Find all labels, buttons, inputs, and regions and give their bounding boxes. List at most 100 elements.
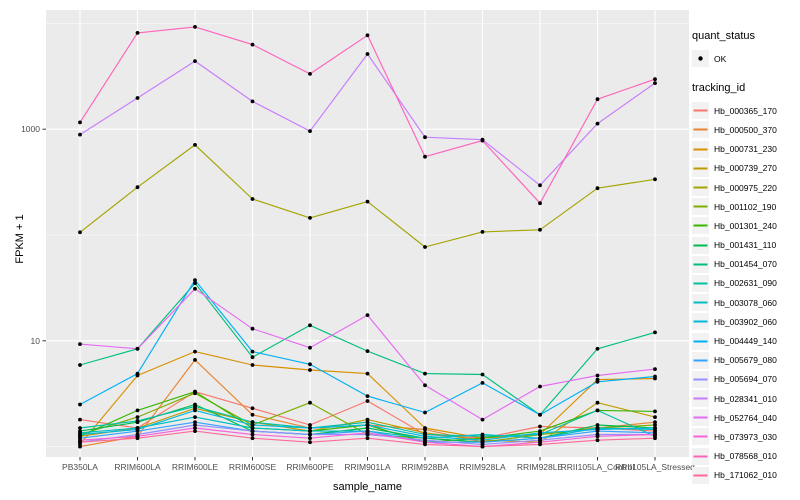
y-tick-label: 1000 <box>21 124 40 134</box>
data-point <box>78 363 82 367</box>
data-point <box>78 417 82 422</box>
data-point <box>538 424 542 429</box>
data-point <box>193 423 197 427</box>
data-point <box>538 227 542 232</box>
legend-item-label: Hb_078568_010 <box>714 451 777 462</box>
data-point <box>423 245 427 249</box>
data-point <box>538 384 542 389</box>
data-point <box>653 177 657 182</box>
data-point <box>423 383 427 388</box>
data-point <box>250 426 255 430</box>
legend-item-label: Hb_171062_010 <box>714 470 777 481</box>
data-point <box>193 59 197 63</box>
x-tick-label: RRIM600PE <box>286 462 334 472</box>
legend-item-label: Hb_005679_080 <box>714 355 777 366</box>
data-point <box>308 345 312 350</box>
legend-quant-status: quant_status OK <box>692 30 800 68</box>
legend-item-Hb_002631_090: Hb_002631_090 <box>692 274 800 293</box>
data-point <box>365 423 370 427</box>
legend-item-label: Hb_004449_140 <box>714 336 777 347</box>
series-color-key-icon <box>692 466 709 484</box>
series-color-key-icon <box>692 294 709 312</box>
data-point <box>78 402 82 407</box>
data-point <box>193 429 197 433</box>
legend-item-label: Hb_005694_070 <box>714 374 777 385</box>
data-point <box>250 412 255 417</box>
series-color-key-icon <box>692 121 709 139</box>
series-color-key-icon <box>692 140 709 158</box>
ok-point-icon <box>692 50 709 68</box>
data-point <box>653 330 657 335</box>
legend-item-Hb_000975_220: Hb_000975_220 <box>692 178 800 197</box>
data-point <box>250 429 255 433</box>
data-point <box>653 81 657 85</box>
series-color-key-icon <box>692 447 709 465</box>
series-color-key-icon <box>692 217 709 235</box>
data-point <box>423 434 427 439</box>
data-point <box>365 371 370 376</box>
data-point <box>250 326 255 331</box>
data-point <box>78 132 82 137</box>
legend-item-Hb_005694_070: Hb_005694_070 <box>692 370 800 389</box>
data-point <box>193 358 197 362</box>
x-tick-label: RRIM928LA <box>459 462 506 472</box>
data-point <box>365 436 370 441</box>
legend-item-label: Hb_001102_190 <box>714 201 777 212</box>
legend-item-label: Hb_028341_010 <box>714 393 777 404</box>
data-point <box>653 77 657 82</box>
data-point <box>250 432 255 437</box>
data-point <box>250 420 255 425</box>
data-point <box>135 415 140 419</box>
data-point <box>193 25 197 29</box>
series-color-key-icon <box>692 159 709 177</box>
data-point <box>365 33 370 38</box>
data-point <box>595 121 600 126</box>
data-point <box>595 438 600 443</box>
data-point <box>480 444 485 449</box>
data-point <box>365 417 370 422</box>
data-point <box>653 409 657 414</box>
data-point <box>365 349 370 353</box>
data-point <box>595 373 600 378</box>
series-color-key-icon <box>692 102 709 120</box>
data-point <box>423 410 427 415</box>
legend-item-Hb_001454_070: Hb_001454_070 <box>692 255 800 274</box>
legend-item-label: Hb_000500_370 <box>714 124 777 135</box>
data-point <box>135 436 140 441</box>
x-tick-label: RRIM600LA <box>114 462 161 472</box>
series-color-key-icon <box>692 274 709 292</box>
data-point <box>538 201 542 206</box>
data-point <box>653 436 657 441</box>
legend-item-Hb_005679_080: Hb_005679_080 <box>692 351 800 370</box>
data-point <box>653 426 657 430</box>
data-point <box>250 355 255 360</box>
legend-item-Hb_000365_170: Hb_000365_170 <box>692 101 800 120</box>
legend: quant_status OK tracking_id Hb_000365_17… <box>692 30 800 485</box>
legend-item-label: Hb_003078_060 <box>714 297 777 308</box>
x-tick-label: RRIM928LE <box>517 462 564 472</box>
series-color-key-icon <box>692 198 709 216</box>
data-point <box>423 426 427 430</box>
data-point <box>250 349 255 354</box>
data-point <box>193 281 197 286</box>
data-point <box>193 408 197 413</box>
data-point <box>193 389 197 394</box>
data-point <box>78 230 82 235</box>
legend-item-Hb_052764_040: Hb_052764_040 <box>692 408 800 427</box>
legend-item-Hb_003902_060: Hb_003902_060 <box>692 312 800 331</box>
data-point <box>250 423 255 427</box>
data-point <box>250 363 255 367</box>
legend-item-Hb_000731_230: Hb_000731_230 <box>692 140 800 159</box>
series-color-key-icon <box>692 370 709 388</box>
legend-item-label: Hb_001431_110 <box>714 240 777 251</box>
data-point <box>595 400 600 405</box>
legend-tracking-rows: Hb_000365_170 Hb_000500_370 Hb_000731_230 H… <box>692 101 800 485</box>
data-point <box>365 199 370 204</box>
data-point <box>78 440 82 445</box>
x-tick-label: RRIM600SE <box>229 462 277 472</box>
x-tick-label: RRIM901LA <box>344 462 391 472</box>
data-point <box>308 423 312 427</box>
data-point <box>653 423 657 427</box>
data-point <box>308 323 312 328</box>
